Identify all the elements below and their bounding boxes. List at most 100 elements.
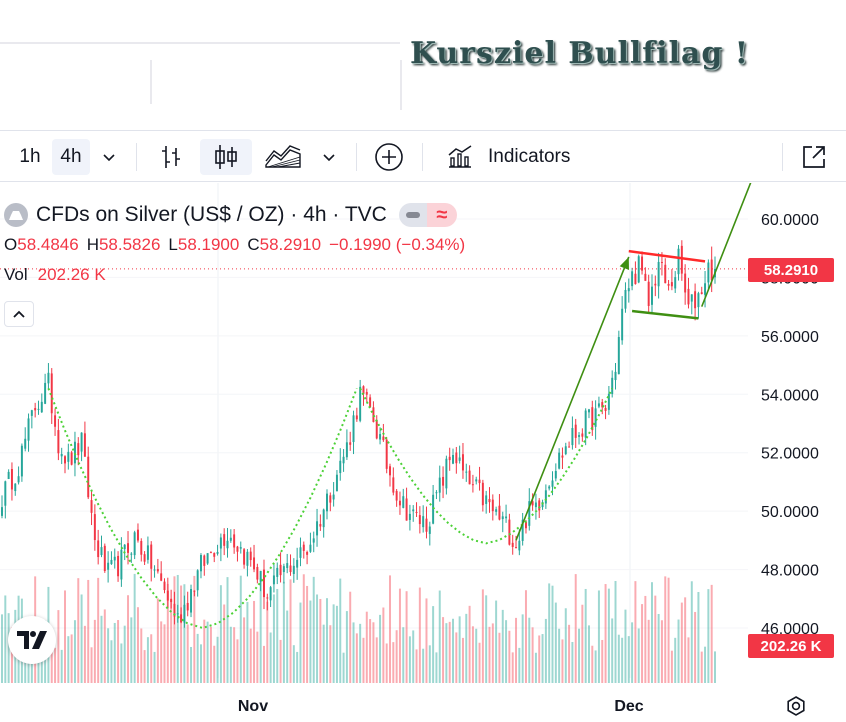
bars-style-button[interactable] bbox=[150, 139, 192, 175]
candle-body bbox=[405, 498, 408, 521]
area-style-button[interactable] bbox=[262, 139, 304, 175]
candle-body bbox=[597, 403, 600, 407]
candle-body bbox=[369, 397, 372, 408]
candle-body bbox=[657, 261, 660, 287]
volume-bar bbox=[505, 620, 508, 683]
volume-bar bbox=[445, 623, 448, 683]
candle-body bbox=[438, 477, 441, 493]
volume-bar bbox=[690, 581, 693, 683]
candle-body bbox=[614, 371, 617, 381]
interval-4h-button[interactable]: 4h bbox=[52, 139, 90, 175]
volume-bar bbox=[541, 634, 544, 683]
candle-body bbox=[223, 534, 226, 546]
candles-style-button[interactable] bbox=[200, 139, 252, 175]
open-in-new-window-button[interactable] bbox=[794, 139, 834, 175]
candle-body bbox=[14, 483, 17, 492]
chart-settings-button[interactable] bbox=[783, 693, 809, 719]
volume-bar bbox=[637, 628, 640, 683]
candle-body bbox=[538, 500, 541, 511]
candle-body bbox=[206, 553, 209, 564]
volume-bar bbox=[190, 646, 193, 683]
collapse-legend-button[interactable] bbox=[4, 301, 34, 327]
volume-bar bbox=[196, 633, 199, 683]
volume-bar bbox=[601, 639, 604, 683]
volume-bar bbox=[269, 632, 272, 683]
change-value: −0.1990 (−0.34%) bbox=[329, 235, 466, 254]
volume-bar bbox=[166, 583, 169, 683]
volume-bar bbox=[707, 589, 710, 683]
chart-area[interactable]: 46.0000 48.0000 50.0000 52.0000 54.0000 56.00… bbox=[0, 183, 846, 722]
volume-bar bbox=[425, 598, 428, 683]
flagpole-arrow bbox=[515, 256, 630, 541]
candle-body bbox=[385, 439, 388, 469]
candle-body bbox=[107, 562, 110, 570]
candle-body bbox=[110, 559, 113, 565]
candles-icon bbox=[215, 145, 237, 169]
volume-bar bbox=[256, 631, 259, 683]
candle-body bbox=[627, 288, 630, 292]
candle-body bbox=[30, 410, 33, 416]
candle-body bbox=[398, 500, 401, 506]
close-key: C bbox=[247, 235, 260, 254]
volume-bar bbox=[528, 617, 531, 683]
volume-bar bbox=[292, 645, 295, 683]
candle-body bbox=[647, 281, 650, 306]
candle-body bbox=[253, 557, 256, 570]
volume-bar bbox=[180, 585, 183, 683]
candle-body bbox=[408, 513, 411, 520]
candle-body bbox=[27, 418, 30, 441]
volume-bar bbox=[452, 618, 455, 683]
chart-type-dropdown-button[interactable] bbox=[314, 139, 344, 175]
target-arrow bbox=[700, 183, 752, 307]
open-value: 58.4846 bbox=[17, 235, 79, 254]
candle-body bbox=[402, 496, 405, 508]
interval-1h-button[interactable]: 1h bbox=[19, 146, 41, 167]
x-tick-label: Nov bbox=[238, 698, 268, 715]
candle-body bbox=[528, 501, 531, 526]
candle-body bbox=[412, 509, 415, 512]
volume-bar bbox=[316, 594, 319, 683]
volume-bar bbox=[534, 652, 537, 683]
indicators-button[interactable]: Indicators bbox=[442, 139, 590, 175]
candle-body bbox=[249, 551, 252, 561]
symbol-legend[interactable]: CFDs on Silver (US$ / OZ) · 4h · TVC ≈ bbox=[4, 203, 457, 227]
volume-bar bbox=[432, 606, 435, 683]
candle-body bbox=[488, 498, 491, 503]
y-tick-label: 52.0000 bbox=[761, 446, 819, 463]
candle-body bbox=[422, 516, 425, 528]
tradingview-logo-icon bbox=[17, 631, 47, 649]
candle-body bbox=[306, 551, 309, 555]
volume-bar bbox=[651, 582, 653, 683]
volume-bar bbox=[359, 623, 362, 683]
volume-bar bbox=[438, 590, 441, 683]
volume-bar bbox=[309, 600, 312, 683]
price-chart[interactable]: 46.0000 48.0000 50.0000 52.0000 54.0000 56.00… bbox=[0, 183, 846, 722]
y-tick-label: 56.0000 bbox=[761, 329, 819, 346]
status-pill[interactable]: ≈ bbox=[398, 203, 457, 227]
volume-bar bbox=[77, 578, 80, 683]
compare-symbol-button[interactable] bbox=[370, 139, 408, 175]
candle-body bbox=[448, 456, 451, 461]
candle-body bbox=[694, 291, 697, 309]
bars-icon bbox=[162, 146, 180, 168]
interval-dropdown-button[interactable] bbox=[94, 139, 124, 175]
volume-bar bbox=[140, 628, 143, 683]
volume-bar bbox=[319, 598, 322, 683]
candle-body bbox=[226, 540, 229, 549]
volume-bar bbox=[442, 617, 445, 683]
volume-bar bbox=[64, 590, 66, 683]
volume-bar bbox=[176, 574, 179, 683]
volume-bar bbox=[163, 624, 166, 683]
volume-bar bbox=[631, 622, 634, 683]
candle-body bbox=[87, 456, 90, 498]
volume-bar bbox=[130, 617, 133, 683]
volume-bar bbox=[654, 595, 657, 683]
x-tick-label: Dec bbox=[614, 698, 643, 715]
tradingview-logo[interactable] bbox=[8, 616, 56, 664]
volume-bar bbox=[558, 628, 561, 683]
volume-bar bbox=[515, 617, 518, 683]
candle-body bbox=[20, 445, 23, 477]
candle-body bbox=[558, 452, 561, 469]
volume-bar bbox=[458, 616, 461, 683]
volume-bar bbox=[173, 576, 176, 683]
